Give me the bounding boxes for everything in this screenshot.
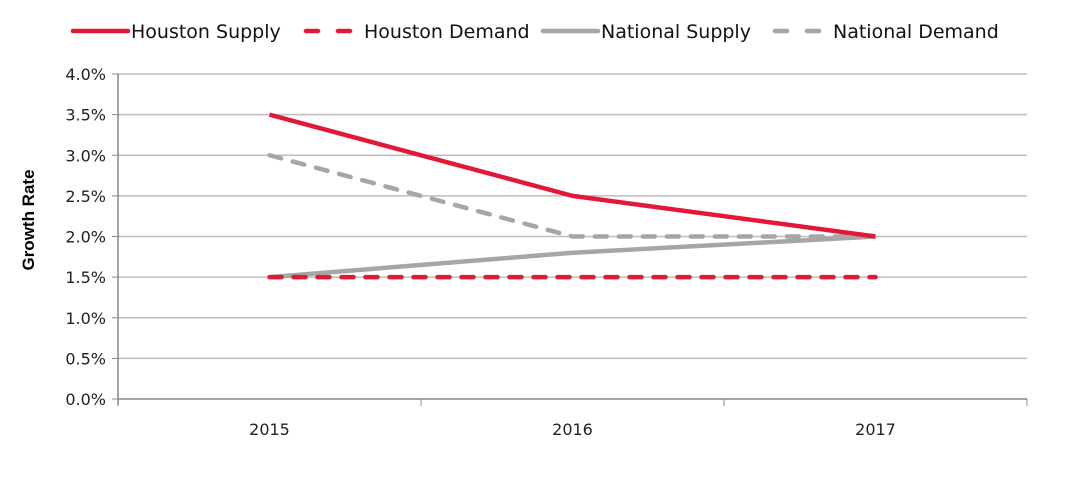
y-tick-label: 3.0%: [65, 146, 106, 165]
series-line-national-supply: [269, 234, 876, 280]
legend-label: Houston Supply: [131, 21, 281, 43]
legend-label: National Supply: [601, 21, 751, 43]
x-tick-label: 2017: [855, 420, 896, 439]
series-line-houston-supply: [268, 112, 876, 239]
legend-label: Houston Demand: [364, 21, 530, 43]
y-tick-label: 4.0%: [65, 65, 106, 84]
y-tick-label: 1.5%: [65, 268, 106, 287]
x-tick-label: 2015: [249, 420, 290, 439]
series-line-national-demand: [267, 153, 878, 239]
y-axis-label: Growth Rate: [19, 169, 38, 270]
legend-label: National Demand: [833, 21, 999, 43]
y-tick-label: 3.5%: [65, 106, 106, 125]
y-tick-label: 0.5%: [65, 349, 106, 368]
x-tick-label: 2016: [552, 420, 593, 439]
y-tick-label: 0.0%: [65, 390, 106, 409]
y-tick-label: 2.0%: [65, 228, 106, 247]
y-tick-label: 1.0%: [65, 309, 106, 328]
y-tick-label: 2.5%: [65, 187, 106, 206]
